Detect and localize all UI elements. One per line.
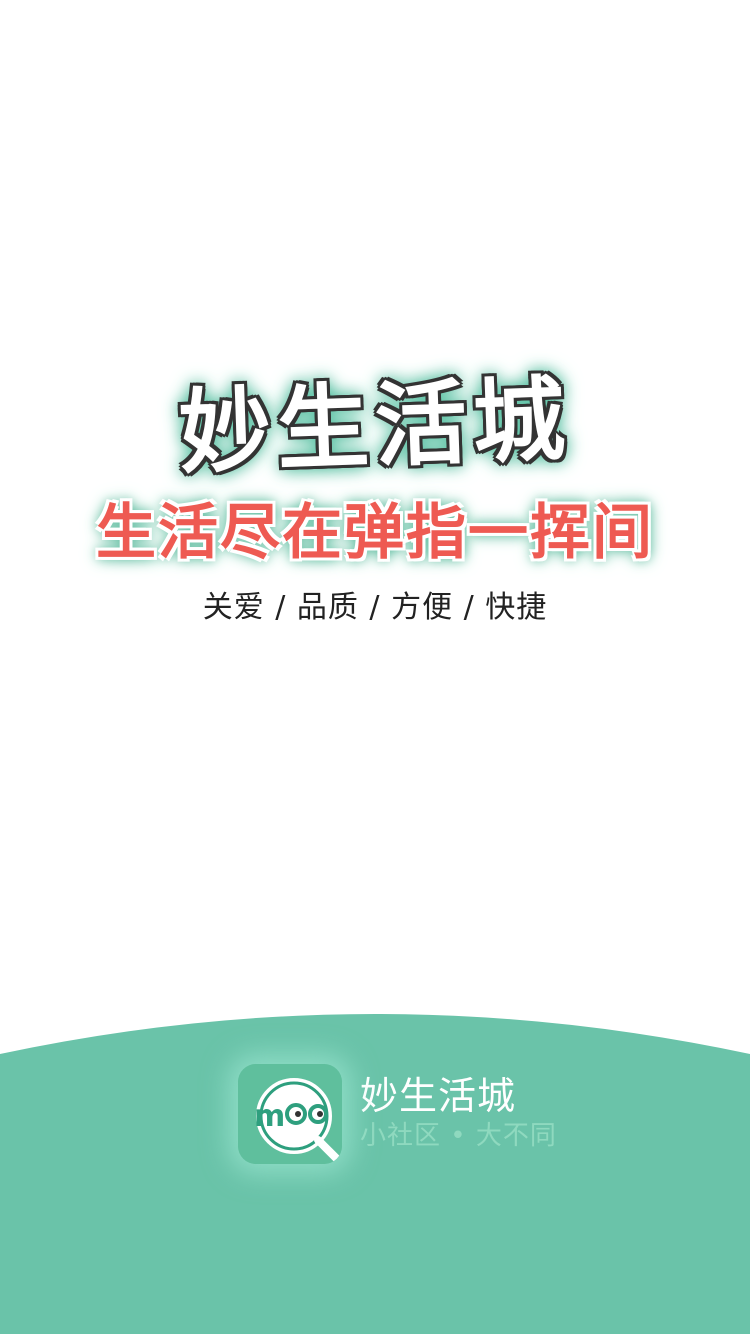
brand-text: 妙生活城 小社区 • 大不同 [360, 1074, 557, 1153]
brand-block: m 妙生活城 小社区 • 大不同 [238, 1064, 557, 1164]
mao-magnifier-logo-icon: m [238, 1064, 342, 1164]
brand-name: 妙生活城 [360, 1074, 517, 1119]
svg-text:m: m [254, 1099, 285, 1134]
splash-slogan: 生活尽在弹指一挥间 [96, 498, 654, 568]
splash-title: 妙生活城 [177, 366, 573, 487]
brand-tagline: 小社区 • 大不同 [360, 1120, 557, 1151]
splash-values: 关爱 / 品质 / 方便 / 快捷 [202, 590, 548, 625]
bottom-wave [0, 1014, 750, 1334]
app-logo: m [238, 1064, 342, 1164]
